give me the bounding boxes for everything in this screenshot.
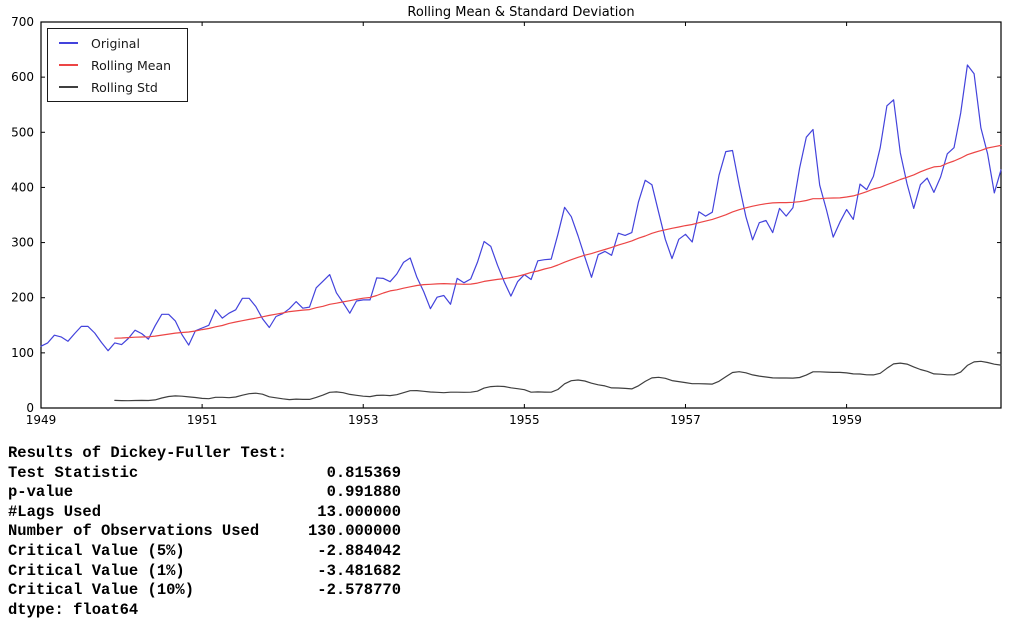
result-label: Test Statistic (8, 463, 139, 482)
result-label: #Lags Used (8, 502, 102, 521)
svg-text:1955: 1955 (509, 413, 540, 427)
result-label: Critical Value (5%) (8, 541, 185, 560)
svg-text:100: 100 (11, 346, 34, 360)
rolling-mean-line-swatch (59, 64, 78, 66)
svg-text:1959: 1959 (831, 413, 862, 427)
legend-label-rolling-std: Rolling Std (91, 79, 158, 95)
result-row-critical-5: Critical Value (5%) -2.884042 (8, 542, 401, 562)
legend-item-original: Original (59, 36, 187, 51)
legend-item-rolling-std: Rolling Std (59, 80, 187, 95)
time-series-chart: 0 100 200 300 400 500 600 700 1949 1951 1953 1955 19… (11, 15, 1002, 427)
results-header: Results of Dickey-Fuller Test: (8, 444, 288, 462)
legend-label-original: Original (91, 35, 140, 51)
svg-text:300: 300 (11, 236, 34, 250)
result-row-observations: Number of Observations Used 130.000000 (8, 522, 401, 542)
legend-item-rolling-mean: Rolling Mean (59, 58, 187, 73)
result-value: -3.481682 (317, 561, 401, 580)
rolling-std-line-swatch (59, 86, 78, 88)
result-label: Critical Value (1%) (8, 561, 185, 580)
svg-text:1957: 1957 (670, 413, 701, 427)
svg-text:500: 500 (11, 125, 34, 139)
result-row-critical-1: Critical Value (1%) -3.481682 (8, 562, 401, 582)
svg-text:1953: 1953 (348, 413, 379, 427)
result-label: Number of Observations Used (8, 522, 260, 541)
svg-text:400: 400 (11, 180, 34, 194)
result-value: -2.884042 (317, 541, 401, 560)
result-value: 0.815369 (326, 463, 401, 482)
svg-text:600: 600 (11, 70, 34, 84)
original-line-swatch (59, 42, 78, 44)
result-label: Critical Value (10%) (8, 581, 195, 600)
chart-legend: Original Rolling Mean Rolling Std (47, 28, 188, 102)
result-value: 13.000000 (317, 502, 401, 521)
svg-text:1949: 1949 (26, 413, 57, 427)
result-label: p-value (8, 483, 74, 502)
dickey-fuller-results: Results of Dickey-Fuller Test: Test Stat… (8, 444, 401, 620)
svg-text:700: 700 (11, 15, 34, 29)
result-row-test-statistic: Test Statistic 0.815369 (8, 464, 401, 484)
result-row-critical-10: Critical Value (10%) -2.578770 (8, 581, 401, 601)
svg-text:1951: 1951 (187, 413, 218, 427)
result-value: 130.000000 (307, 522, 401, 541)
svg-text:200: 200 (11, 291, 34, 305)
legend-label-rolling-mean: Rolling Mean (91, 57, 172, 73)
results-footer: dtype: float64 (8, 600, 139, 619)
result-value: 0.991880 (326, 483, 401, 502)
result-value: -2.578770 (317, 581, 401, 600)
chart-title: Rolling Mean & Standard Deviation (407, 5, 635, 20)
result-row-p-value: p-value 0.991880 (8, 483, 401, 503)
result-row-lags-used: #Lags Used 13.000000 (8, 503, 401, 523)
svg-text:0: 0 (26, 401, 34, 415)
